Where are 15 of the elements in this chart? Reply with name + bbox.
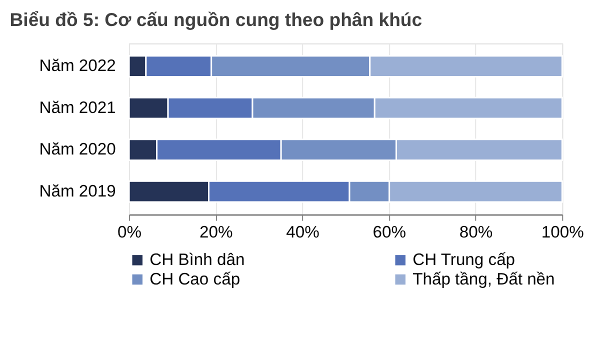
chart-title: Biểu đồ 5: Cơ cấu nguồn cung theo phân khúc [10,8,422,30]
y-tick-label: Năm 2021 [39,98,116,117]
y-tick-label: Năm 2020 [39,140,116,159]
y-tick-label: Năm 2019 [39,181,116,200]
x-tick-label: 80% [459,222,493,242]
x-tick-label: 0% [118,222,142,242]
x-tick-label: 40% [286,222,320,242]
x-tick-label: 60% [372,222,406,242]
x-tick-label: 100% [541,222,584,242]
legend-label: CH Cao cấp [150,269,240,288]
legend-label: Thấp tầng, Đất nền [412,269,555,288]
legend-label: CH Bình dân [150,250,245,270]
x-tick-label: 20% [200,222,234,242]
y-tick-label: Năm 2022 [39,56,116,76]
legend-label: CH Trung cấp [412,250,516,270]
